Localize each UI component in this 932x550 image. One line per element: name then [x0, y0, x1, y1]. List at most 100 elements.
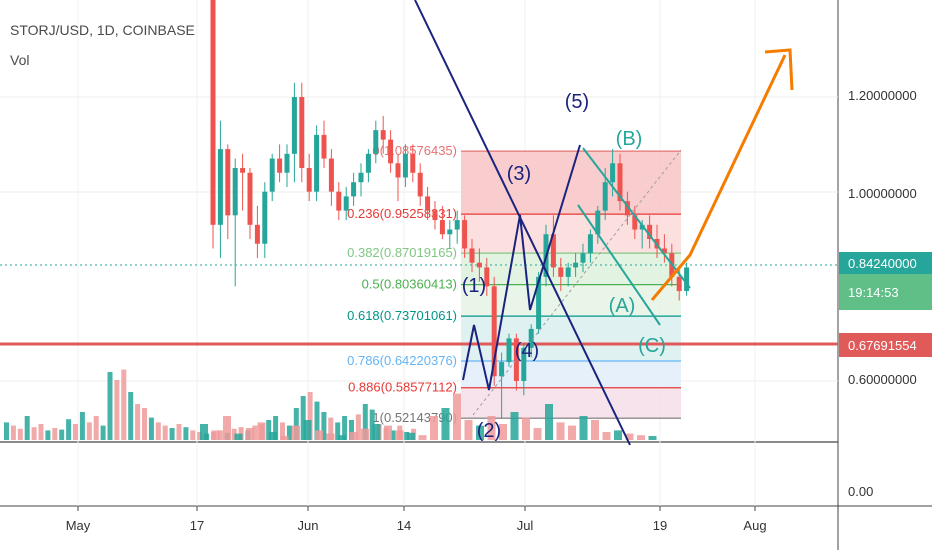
volume-bar [183, 427, 189, 440]
fib-diagonal [472, 149, 682, 416]
candle-body [351, 182, 357, 197]
candle-body [676, 276, 682, 292]
volume-bar [614, 430, 622, 440]
candle-body [240, 168, 246, 173]
volume-bar [128, 392, 134, 440]
volume-bar [441, 408, 450, 440]
fib-zone [461, 253, 681, 285]
volume-bar [231, 428, 237, 440]
x-tick-label: May [66, 518, 91, 533]
volume-bar [292, 425, 300, 440]
volume-bar [142, 408, 147, 440]
volume-bar [326, 433, 335, 440]
volume-bar [93, 416, 99, 440]
candle-body [321, 134, 327, 159]
candle-body [573, 262, 579, 268]
candle-body [536, 276, 542, 329]
volume-bar [252, 425, 258, 440]
channel-line-lower [577, 204, 661, 326]
volume-bar [321, 412, 327, 440]
volume-bar [45, 430, 51, 440]
candle-body [284, 153, 290, 173]
fib-level-label: 0(1.08576435) [372, 143, 457, 158]
last-price-tag-bg [839, 252, 932, 274]
volume-bar [114, 380, 120, 440]
y-tick-label: 0.60000000 [848, 372, 917, 387]
candle-body [373, 130, 379, 154]
candle-body [269, 158, 275, 192]
candle-body [277, 158, 283, 173]
volume-bar [533, 428, 542, 440]
candle-body [558, 267, 564, 277]
candle-body [602, 182, 608, 211]
candle-body [484, 267, 490, 287]
volume-bar [522, 417, 530, 440]
level-tag-bg [839, 333, 932, 357]
candle-body [580, 253, 586, 263]
volume-bar [107, 372, 113, 440]
candle-body [454, 220, 460, 230]
volume-bar [280, 436, 289, 440]
volume-bar [169, 428, 175, 440]
countdown-tag-bg [839, 274, 932, 310]
volume-bar [349, 420, 354, 440]
volume-bar [223, 416, 231, 440]
volume-bar [338, 435, 346, 440]
wave-label: (4) [515, 340, 539, 362]
volume-label: Vol [10, 52, 30, 68]
y-tick-label: 1.20000000 [848, 88, 917, 103]
volume-bar [4, 422, 9, 440]
volume-bar [384, 425, 392, 440]
volume-bar [148, 417, 154, 440]
candle-body [336, 191, 342, 211]
volume-bar [545, 404, 553, 440]
volume-bar [211, 430, 220, 440]
wave-label: (2) [477, 420, 501, 442]
y-tick-label: 1.00000000 [848, 186, 917, 201]
volume-bar [648, 436, 657, 440]
volume-bar [10, 425, 16, 440]
candle-body [247, 172, 253, 225]
candle-body [358, 172, 364, 183]
volume-bar [476, 425, 484, 440]
volume-bar [31, 427, 37, 440]
volume-bar [499, 424, 507, 440]
volume-bar [556, 422, 565, 440]
volume-bar [38, 424, 44, 440]
candle-body [647, 224, 653, 240]
wave-label: (5) [565, 91, 589, 113]
level-tag-value: 0.67691554 [848, 338, 917, 353]
volume-bar [314, 401, 320, 440]
volume-bar [176, 424, 182, 440]
projection-arrowhead [764, 48, 794, 91]
candle-body [506, 338, 512, 363]
volume-bar [190, 430, 196, 440]
volume-bar [121, 369, 127, 440]
volume-bar [362, 404, 368, 440]
x-tick-label: 19 [653, 518, 667, 533]
candle-body [254, 224, 260, 244]
candle-body [632, 215, 638, 230]
candle-body [388, 139, 394, 164]
candle-body [550, 234, 556, 268]
volume-bar [303, 420, 312, 440]
candle-body [225, 149, 231, 216]
volume-bar [591, 420, 599, 440]
x-tick-label: 14 [397, 518, 411, 533]
volume-bar [73, 424, 78, 440]
x-tick-label: Aug [743, 518, 766, 533]
candle-body [402, 153, 408, 178]
candle-body [291, 97, 297, 154]
candle-body [425, 196, 431, 211]
wave-label: (3) [507, 163, 531, 185]
volume-bar [355, 414, 361, 440]
candle-body [462, 220, 468, 249]
candle-body [617, 163, 623, 202]
candle-body [410, 153, 416, 173]
volume-bar [315, 430, 323, 440]
x-tick-label: 17 [190, 518, 204, 533]
candle-body [447, 229, 453, 235]
volume-bar [66, 419, 72, 440]
